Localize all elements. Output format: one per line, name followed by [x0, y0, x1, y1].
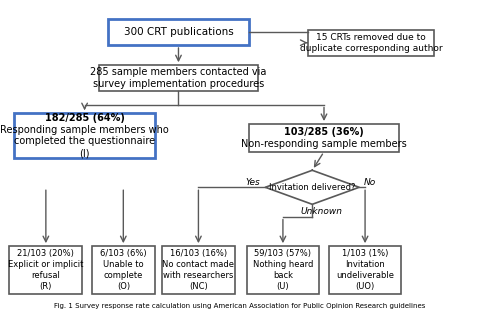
Text: 15 CRTs removed due to
duplicate corresponding author: 15 CRTs removed due to duplicate corresp…	[300, 33, 442, 53]
Text: 16/103 (16%)
No contact made
with researchers
(NC): 16/103 (16%) No contact made with resear…	[162, 249, 234, 291]
Text: completed the questionnaire: completed the questionnaire	[14, 137, 155, 146]
FancyBboxPatch shape	[91, 246, 155, 294]
FancyBboxPatch shape	[99, 65, 258, 91]
FancyBboxPatch shape	[249, 124, 399, 152]
Text: Invitation delivered?: Invitation delivered?	[269, 183, 355, 192]
Text: 1/103 (1%)
Invitation
undeliverable
(UO): 1/103 (1%) Invitation undeliverable (UO)	[336, 249, 394, 291]
Text: Non-responding sample members: Non-responding sample members	[241, 139, 407, 149]
Text: 300 CRT publications: 300 CRT publications	[124, 27, 233, 37]
Text: 59/103 (57%)
Nothing heard
back
(U): 59/103 (57%) Nothing heard back (U)	[253, 249, 313, 291]
Text: 182/285 (64%): 182/285 (64%)	[45, 113, 125, 123]
Text: 103/285 (36%): 103/285 (36%)	[284, 127, 364, 137]
Text: Yes: Yes	[246, 178, 261, 187]
Polygon shape	[265, 170, 359, 204]
FancyBboxPatch shape	[308, 30, 434, 56]
FancyBboxPatch shape	[10, 246, 82, 294]
Text: Responding sample members who: Responding sample members who	[0, 125, 169, 135]
Text: No: No	[364, 178, 376, 187]
FancyBboxPatch shape	[329, 246, 401, 294]
FancyBboxPatch shape	[14, 113, 155, 158]
Text: Fig. 1 Survey response rate calculation using American Association for Public Op: Fig. 1 Survey response rate calculation …	[54, 303, 425, 310]
Text: 285 sample members contacted via
survey implementation procedures: 285 sample members contacted via survey …	[90, 67, 267, 89]
Text: (I): (I)	[80, 148, 90, 158]
FancyBboxPatch shape	[162, 246, 235, 294]
Text: 21/103 (20%)
Explicit or implicit
refusal
(R): 21/103 (20%) Explicit or implicit refusa…	[8, 249, 83, 291]
FancyBboxPatch shape	[108, 19, 249, 45]
FancyBboxPatch shape	[247, 246, 319, 294]
Text: 6/103 (6%)
Unable to
complete
(O): 6/103 (6%) Unable to complete (O)	[100, 249, 147, 291]
Text: Unknown: Unknown	[301, 207, 342, 216]
